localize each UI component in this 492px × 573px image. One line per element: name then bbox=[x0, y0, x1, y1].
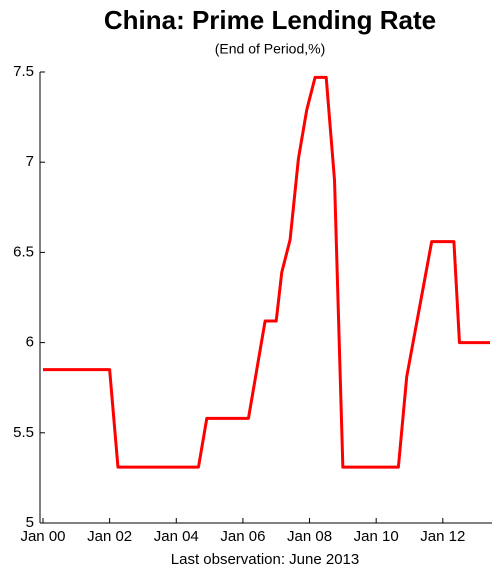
y-tick-label: 7.5 bbox=[13, 63, 34, 80]
x-tick-label: Jan 08 bbox=[287, 528, 332, 545]
y-tick-label: 7 bbox=[26, 153, 34, 170]
x-tick-label: Jan 00 bbox=[20, 528, 65, 545]
chart-title: China: Prime Lending Rate bbox=[104, 5, 436, 35]
y-tick-label: 6 bbox=[26, 334, 34, 351]
y-tick-label: 5 bbox=[26, 514, 34, 531]
x-tick-label: Jan 06 bbox=[220, 528, 265, 545]
line bbox=[43, 75, 490, 469]
x-tick-label: Jan 12 bbox=[420, 528, 465, 545]
x-tick-label: Jan 02 bbox=[87, 528, 132, 545]
y-tick-label: 5.5 bbox=[13, 424, 34, 441]
chart-subtitle: (End of Period,%) bbox=[215, 41, 326, 57]
y-tick-label: 6.5 bbox=[13, 243, 34, 260]
x-tick-label: Jan 10 bbox=[354, 528, 399, 545]
footnote: Last observation: June 2013 bbox=[171, 551, 359, 568]
x-tick-label: Jan 04 bbox=[154, 528, 199, 545]
